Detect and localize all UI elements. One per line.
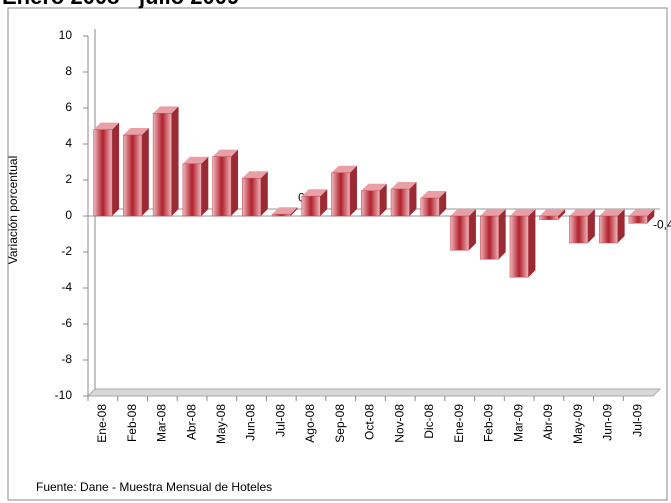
y-tick-label: 10 [59, 28, 73, 42]
bar-top [242, 171, 268, 179]
x-tick-label: Mar-09 [511, 404, 525, 442]
bar [569, 215, 589, 244]
bar [479, 215, 499, 260]
bar [361, 190, 380, 217]
bar-top [301, 189, 328, 197]
bar-side [320, 189, 328, 216]
x-tick-label: Jul-08 [273, 404, 287, 437]
x-tick-label: Abr-09 [541, 404, 555, 440]
bar-top [93, 122, 120, 130]
chart-title: Enero 2008 - julio 2009 [2, 0, 239, 9]
bar-top [599, 209, 625, 216]
data-label: -0,4 [653, 217, 671, 231]
bar-side [141, 128, 149, 216]
bar-side [290, 207, 298, 216]
bar [390, 188, 410, 217]
bar-side [617, 209, 625, 243]
x-tick-label: Dic-08 [422, 404, 436, 439]
y-tick-label: 8 [65, 64, 72, 78]
x-tick-label: May-09 [571, 404, 585, 444]
bar-top [420, 191, 447, 198]
y-tick-label: -6 [61, 316, 72, 330]
y-tick-label: 0 [65, 208, 72, 222]
bar-top [153, 106, 179, 114]
y-tick-label: -8 [61, 352, 72, 366]
bar [212, 156, 232, 217]
bar [242, 177, 262, 217]
y-tick-label: -10 [55, 388, 73, 402]
bar [182, 163, 202, 217]
x-tick-label: Jul-09 [630, 404, 644, 437]
bar-top [509, 209, 536, 216]
bar-top [569, 209, 595, 216]
bar-top [539, 209, 566, 216]
bar-top [450, 209, 476, 216]
bar-side [171, 106, 179, 216]
bar-side [409, 182, 417, 216]
bar-side [558, 209, 566, 220]
bar [331, 172, 351, 217]
x-tick-label: Ene-08 [95, 404, 109, 443]
x-tick-label: Nov-08 [392, 404, 406, 443]
floor [86, 388, 662, 397]
x-tick-label: Oct-08 [363, 404, 377, 440]
bar-top [391, 182, 417, 189]
bar-top [628, 209, 655, 216]
bar [93, 129, 113, 217]
x-tick-label: Feb-08 [125, 404, 139, 442]
bar-side [260, 171, 268, 216]
bar [450, 215, 470, 251]
bar-top [272, 207, 298, 215]
bar [123, 134, 143, 217]
chart-border [7, 7, 668, 501]
x-tick-label: Ago-08 [303, 404, 317, 443]
bar-top [182, 156, 209, 164]
bar-top [212, 149, 239, 157]
bar-top [361, 183, 387, 191]
y-tick-label: -4 [61, 280, 72, 294]
y-tick-label: 6 [65, 100, 72, 114]
y-tick-label: 2 [65, 172, 72, 186]
y-tick-label: 4 [65, 136, 72, 150]
bar-side [201, 156, 209, 216]
bar-side [498, 209, 506, 260]
x-tick-label: Jun-09 [601, 404, 615, 441]
x-tick-label: Sep-08 [333, 404, 347, 443]
bar-side [112, 122, 120, 216]
x-tick-label: May-08 [214, 404, 228, 444]
bar [628, 215, 648, 224]
source-note: Fuente: Dane - Muestra Mensual de Hotele… [36, 480, 272, 494]
bar [539, 215, 559, 220]
x-tick-label: Feb-09 [482, 404, 496, 442]
bar [420, 197, 440, 217]
bar-side [528, 209, 536, 278]
bar-top [480, 209, 506, 216]
bar [509, 215, 529, 278]
bar-side [231, 149, 239, 216]
x-tick-label: Jun-08 [244, 404, 258, 441]
x-tick-label: Ene-09 [452, 404, 466, 443]
bar [598, 215, 618, 244]
bar-side [587, 209, 595, 243]
bar [271, 213, 291, 217]
bar [152, 113, 172, 217]
y-axis-label: Variación porcentual [6, 156, 20, 265]
bar-top [123, 128, 149, 135]
bar-side [468, 209, 476, 251]
bar-side [647, 209, 655, 224]
bar-top [331, 165, 357, 173]
bar-side [379, 183, 387, 216]
y-tick-label: -2 [61, 244, 72, 258]
bar-side [349, 165, 357, 216]
bar-side [439, 191, 447, 216]
x-tick-label: Abr-08 [184, 404, 198, 440]
bar [301, 195, 321, 217]
x-tick-label: Mar-08 [155, 404, 169, 442]
